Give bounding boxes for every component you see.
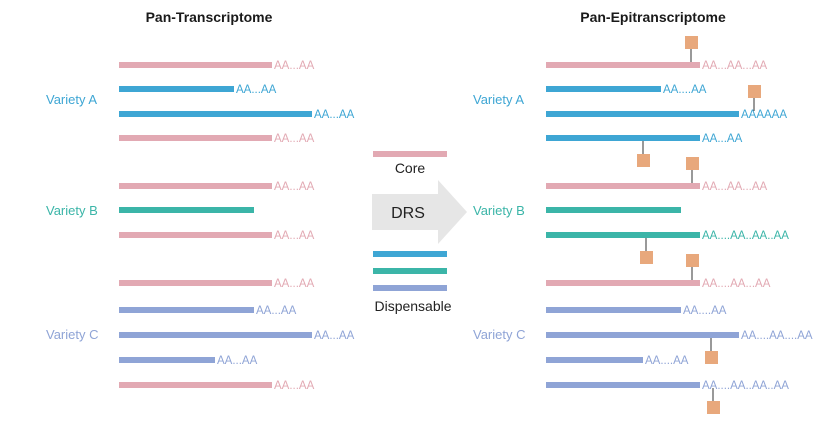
left-polya-tail-label: AA...AA — [274, 181, 315, 193]
dispensable-legend-bar-teal — [373, 268, 447, 274]
left-polya-tail-label: AA...AA — [274, 133, 315, 145]
left-polya-tail-label: AA...AA — [256, 305, 297, 317]
right-polya-tail-label: AA....AA...AA — [702, 278, 771, 290]
core-legend-bar — [373, 151, 447, 157]
modification-marker — [707, 401, 720, 414]
right-polya-tail-label: AA...AA...AA — [702, 181, 768, 193]
left-transcript-bar — [119, 207, 254, 213]
left-variety-a-label: Variety A — [46, 92, 97, 107]
right-transcript-bar — [546, 86, 661, 92]
right-transcript-bar — [546, 382, 700, 388]
left-transcript-bar — [119, 232, 272, 238]
pan-epitranscriptome-panel: AA...AA...AA AA....AA AAAAAA AA...AA AA...AA… — [546, 36, 813, 414]
right-variety-c-label: Variety C — [473, 327, 526, 342]
left-title: Pan-Transcriptome — [146, 9, 273, 25]
right-transcript-bar — [546, 280, 700, 286]
right-polya-tail-label: AAAAAA — [741, 109, 787, 121]
left-variety-b-label: Variety B — [46, 203, 98, 218]
drs-label: DRS — [391, 205, 425, 222]
left-polya-tail-label: AA...AA — [314, 109, 355, 121]
left-polya-tail-label: AA...AA — [314, 330, 355, 342]
right-variety-b-label: Variety B — [473, 203, 525, 218]
modification-marker — [685, 36, 698, 49]
right-transcript-bar — [546, 111, 739, 117]
left-transcript-bar — [119, 183, 272, 189]
drs-arrow — [372, 180, 467, 244]
dispensable-legend-label: Dispensable — [374, 298, 451, 314]
pan-transcriptome-panel: AA...AA AA...AA AA...AA AA...AA AA...AA AA...… — [119, 60, 355, 392]
right-polya-tail-label: AA....AA — [645, 355, 689, 367]
right-polya-tail-label: AA....AA..AA..AA — [702, 230, 789, 242]
left-polya-tail-label: AA...AA — [236, 84, 277, 96]
modification-marker — [686, 157, 699, 170]
left-variety-c-label: Variety C — [46, 327, 99, 342]
right-polya-tail-label: AA...AA...AA — [702, 60, 768, 72]
dispensable-legend-bar-blue — [373, 251, 447, 257]
left-transcript-bar — [119, 382, 272, 388]
left-transcript-bar — [119, 332, 312, 338]
left-transcript-bar — [119, 357, 215, 363]
right-transcript-bar — [546, 62, 700, 68]
right-polya-tail-label: AA....AA....AA — [741, 330, 813, 342]
modification-marker — [640, 251, 653, 264]
core-legend-label: Core — [395, 160, 426, 176]
right-transcript-bar — [546, 307, 681, 313]
right-transcript-bar — [546, 332, 739, 338]
left-polya-tail-label: AA...AA — [217, 355, 258, 367]
right-polya-tail-label: AA....AA — [683, 305, 727, 317]
left-transcript-bar — [119, 111, 312, 117]
left-polya-tail-label: AA...AA — [274, 230, 315, 242]
modification-marker — [748, 85, 761, 98]
left-transcript-bar — [119, 307, 254, 313]
left-transcript-bar — [119, 62, 272, 68]
right-transcript-bar — [546, 232, 700, 238]
dispensable-legend-bar-lavender — [373, 285, 447, 291]
right-transcript-bar — [546, 357, 643, 363]
right-transcript-bar — [546, 183, 700, 189]
right-polya-tail-label: AA....AA — [663, 84, 707, 96]
right-polya-tail-label: AA...AA — [702, 133, 743, 145]
modification-marker — [637, 154, 650, 167]
right-transcript-bar — [546, 135, 700, 141]
right-polya-tail-label: AA....AA..AA..AA — [702, 380, 789, 392]
modification-marker — [686, 254, 699, 267]
right-transcript-bar — [546, 207, 681, 213]
left-polya-tail-label: AA...AA — [274, 278, 315, 290]
left-transcript-bar — [119, 86, 234, 92]
left-transcript-bar — [119, 135, 272, 141]
left-transcript-bar — [119, 280, 272, 286]
left-polya-tail-label: AA...AA — [274, 60, 315, 72]
left-polya-tail-label: AA...AA — [274, 380, 315, 392]
right-title: Pan-Epitranscriptome — [580, 9, 726, 25]
modification-marker — [705, 351, 718, 364]
right-variety-a-label: Variety A — [473, 92, 524, 107]
